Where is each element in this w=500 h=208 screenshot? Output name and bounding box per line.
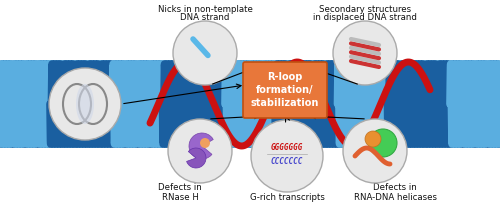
- Text: G-rich transcripts: G-rich transcripts: [250, 193, 324, 202]
- Circle shape: [333, 21, 397, 85]
- Wedge shape: [189, 133, 214, 159]
- Text: Defects in: Defects in: [373, 183, 417, 192]
- Text: supercoiling: supercoiling: [9, 73, 61, 82]
- Wedge shape: [186, 148, 206, 168]
- Circle shape: [369, 129, 397, 157]
- Text: R-loop
formation/
stabilization: R-loop formation/ stabilization: [251, 72, 319, 108]
- Ellipse shape: [76, 84, 94, 124]
- Text: Negative: Negative: [16, 63, 54, 72]
- FancyBboxPatch shape: [243, 62, 327, 118]
- Text: Nicks in non-template: Nicks in non-template: [158, 5, 252, 14]
- Circle shape: [251, 120, 323, 192]
- Circle shape: [49, 68, 121, 140]
- Circle shape: [343, 119, 407, 183]
- Text: RNase H: RNase H: [162, 193, 198, 202]
- Text: CCCCCCC: CCCCCCC: [271, 156, 303, 166]
- Text: in displaced DNA strand: in displaced DNA strand: [313, 13, 417, 22]
- Text: Secondary structures: Secondary structures: [319, 5, 411, 14]
- Circle shape: [173, 21, 237, 85]
- Text: Defects in: Defects in: [158, 183, 202, 192]
- Text: DNA strand: DNA strand: [180, 13, 230, 22]
- Circle shape: [365, 131, 381, 147]
- Circle shape: [168, 119, 232, 183]
- Text: RNA-DNA helicases: RNA-DNA helicases: [354, 193, 436, 202]
- Text: GGGGGGG: GGGGGGG: [271, 142, 303, 151]
- Circle shape: [200, 138, 210, 148]
